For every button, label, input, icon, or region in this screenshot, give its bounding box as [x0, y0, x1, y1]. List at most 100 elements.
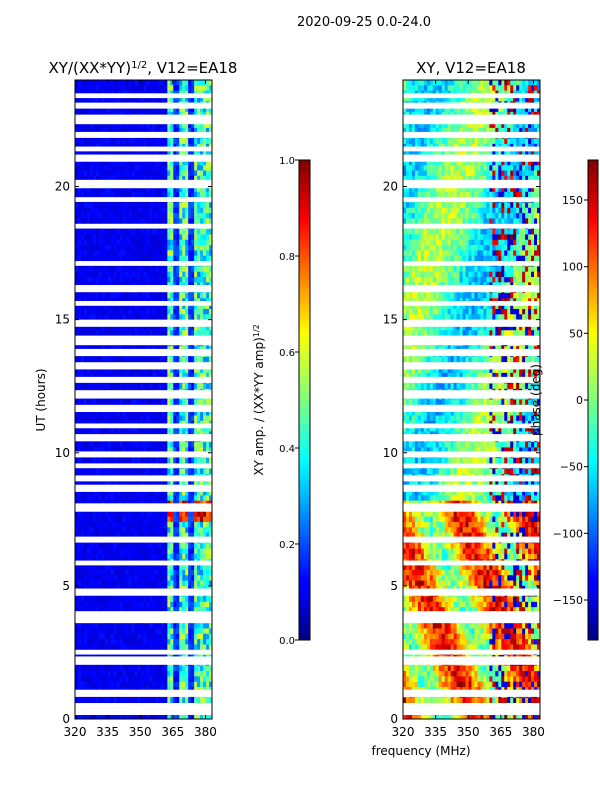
amplitude-cell: [128, 314, 133, 321]
amplitude-cell: [158, 234, 162, 241]
amplitude-cell: [119, 271, 124, 278]
amplitude-cell: [83, 324, 88, 331]
amplitude-cell: [173, 324, 177, 331]
amplitude-cell: [119, 633, 124, 640]
amplitude-cell: [200, 356, 204, 363]
amplitude-cell: [161, 303, 165, 310]
amplitude-cell: [194, 175, 198, 182]
amplitude-cell: [140, 277, 144, 283]
amplitude-cell: [167, 490, 171, 496]
amplitude-cell: [104, 186, 109, 193]
amplitude-cell: [170, 303, 174, 310]
amplitude-cell: [92, 175, 97, 182]
amplitude-cell: [200, 271, 204, 278]
amplitude-cell: [206, 575, 210, 582]
amplitude-cell: [134, 415, 139, 422]
amplitude-cell: [92, 601, 97, 608]
amplitude-cell: [104, 399, 109, 406]
amplitude-cell: [98, 447, 103, 454]
amplitude-cell: [140, 623, 144, 629]
amplitude-cell: [197, 245, 201, 251]
amplitude-cell: [104, 202, 109, 209]
amplitude-cell: [164, 170, 168, 177]
amplitude-cell: [161, 165, 165, 172]
amplitude-cell: [185, 410, 189, 416]
amplitude-cell: [89, 324, 94, 331]
amplitude-cell: [128, 271, 133, 278]
amplitude-cell: [98, 271, 103, 278]
amplitude-cell: [95, 308, 100, 315]
amplitude-cell: [137, 245, 142, 251]
amplitude-cell: [113, 277, 118, 283]
amplitude-cell: [158, 218, 162, 225]
amplitude-cell: [191, 447, 195, 454]
amplitude-cell: [197, 399, 201, 406]
amplitude-cell: [128, 213, 133, 219]
amplitude-cell: [131, 106, 136, 113]
amplitude-cell: [80, 149, 85, 156]
amplitude-cell: [80, 191, 85, 198]
amplitude-cell: [92, 165, 97, 172]
amplitude-cell: [173, 85, 177, 92]
amplitude-cell: [197, 596, 201, 603]
amplitude-cell: [119, 447, 124, 454]
amplitude-cell: [143, 383, 147, 390]
amplitude-cell: [149, 250, 153, 257]
amplitude-cell: [200, 303, 204, 310]
amplitude-cell: [104, 410, 109, 416]
amplitude-cell: [89, 218, 94, 225]
amplitude-cell: [110, 356, 115, 363]
amplitude-cell: [197, 271, 201, 278]
amplitude-cell: [107, 495, 112, 502]
amplitude-cell: [152, 175, 156, 182]
amplitude-cell: [110, 229, 115, 235]
amplitude-cell: [167, 447, 171, 454]
amplitude-cell: [170, 623, 174, 629]
amplitude-cell: [146, 308, 150, 315]
amplitude-cell: [128, 516, 133, 523]
amplitude-cell: [113, 623, 118, 629]
amplitude-cell: [128, 442, 133, 448]
amplitude-cell: [146, 80, 150, 86]
amplitude-cell: [191, 250, 195, 257]
amplitude-cell: [140, 383, 144, 390]
amplitude-cell: [122, 601, 127, 608]
amplitude-cell: [89, 245, 94, 251]
amplitude-cell: [80, 548, 85, 555]
amplitude-cell: [104, 95, 109, 102]
amplitude-cell: [197, 580, 201, 587]
amplitude-cell: [146, 303, 150, 310]
amplitude-cell: [122, 596, 127, 603]
amplitude-cell: [77, 367, 82, 374]
amplitude-cell: [155, 442, 159, 448]
amplitude-panel: XY/(XX*YY)1/2, V12=EA18 320 335 350 365 3800…: [34, 59, 237, 739]
amplitude-cell: [161, 447, 165, 454]
amplitude-cell: [173, 191, 177, 198]
amplitude-cell: [155, 245, 159, 251]
amplitude-cell: [125, 521, 130, 528]
amplitude-cell: [203, 95, 207, 102]
amplitude-cell: [176, 543, 180, 550]
amplitude-cell: [185, 644, 189, 651]
amplitude-cell: [194, 245, 198, 251]
amplitude-cell: [83, 479, 88, 486]
amplitude-cell: [137, 580, 142, 587]
amplitude-cell: [101, 607, 106, 614]
amplitude-cell: [89, 623, 94, 629]
amplitude-cell: [104, 191, 109, 198]
amplitude-cell: [137, 255, 142, 262]
amplitude-cell: [104, 639, 109, 645]
amplitude-cell: [119, 255, 124, 262]
amplitude-cell: [125, 633, 130, 640]
amplitude-cell: [137, 532, 142, 539]
amplitude-cell: [188, 165, 192, 172]
amplitude-cell: [188, 639, 192, 645]
amplitude-cell: [83, 207, 88, 214]
amplitude-cell: [134, 330, 139, 337]
amplitude-cell: [161, 218, 165, 225]
amplitude-cell: [158, 569, 162, 576]
amplitude-cell: [143, 202, 147, 209]
amplitude-cell: [128, 596, 133, 603]
amplitude-cell: [161, 458, 165, 464]
amplitude-cell: [143, 165, 147, 172]
